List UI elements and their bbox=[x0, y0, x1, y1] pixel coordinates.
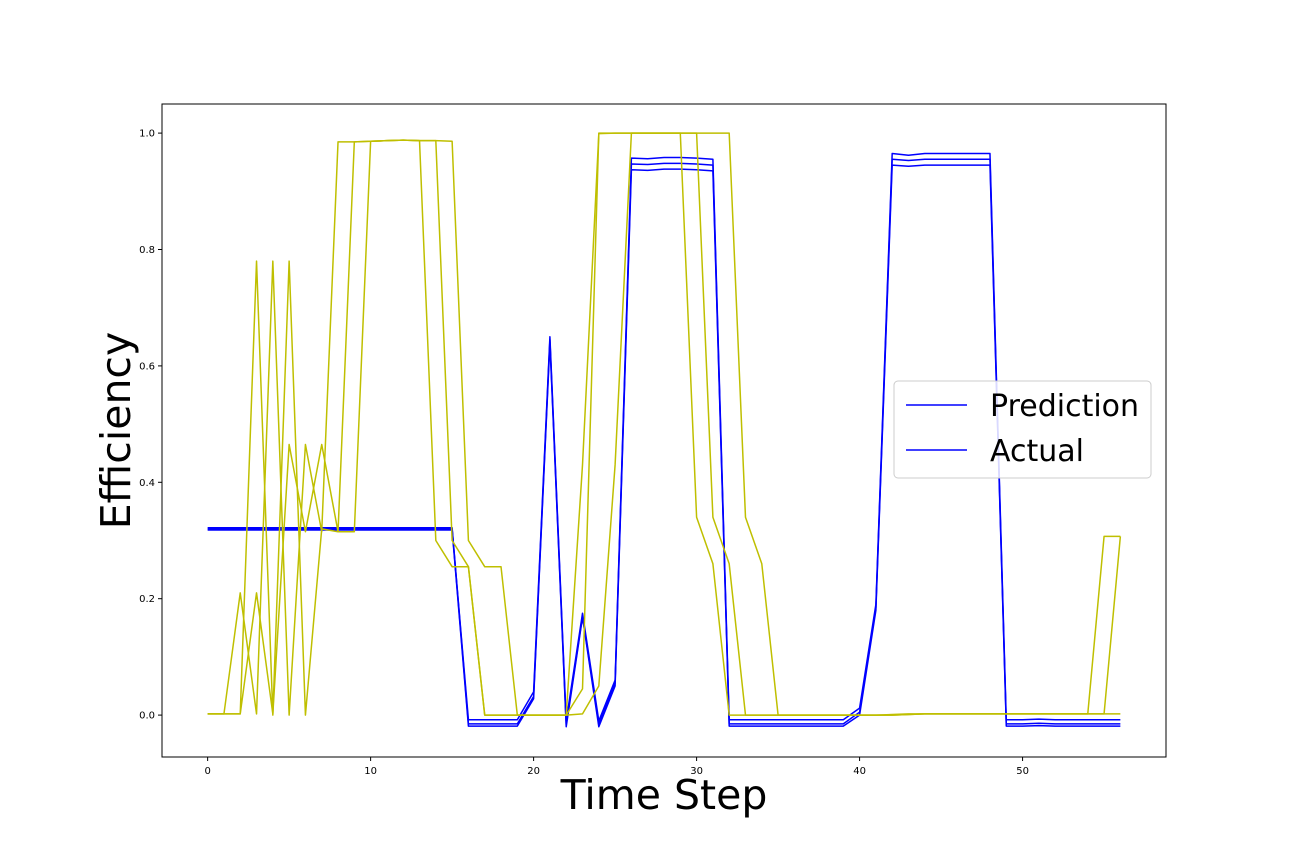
y-tick-label: 0.2 bbox=[139, 594, 155, 605]
x-tick-label: 20 bbox=[527, 766, 540, 777]
series-line-5 bbox=[207, 132, 1122, 716]
series-line-2 bbox=[207, 164, 1121, 728]
y-axis-label: Efficiency bbox=[92, 332, 140, 530]
series-layer bbox=[207, 132, 1122, 728]
x-tick-label: 0 bbox=[204, 766, 210, 777]
series-line-1 bbox=[207, 158, 1121, 726]
x-tick-label: 40 bbox=[853, 766, 866, 777]
x-axis-label: Time Step bbox=[560, 771, 768, 819]
x-tick-label: 10 bbox=[364, 766, 377, 777]
legend-label-actual: Actual bbox=[990, 434, 1084, 469]
plot-frame bbox=[161, 103, 1167, 758]
legend: Prediction Actual bbox=[893, 380, 1152, 479]
x-tick-label: 30 bbox=[690, 766, 703, 777]
y-tick-label: 1.0 bbox=[139, 129, 155, 140]
y-axis-ticks: 0.0 0.2 0.4 0.6 0.8 1.0 bbox=[139, 129, 162, 722]
y-tick-label: 0.8 bbox=[139, 245, 155, 256]
y-tick-label: 0.0 bbox=[139, 711, 155, 722]
y-tick-label: 0.6 bbox=[139, 361, 155, 372]
x-axis-ticks: 0 10 20 30 40 50 bbox=[204, 757, 1029, 777]
legend-label-prediction: Prediction bbox=[990, 389, 1139, 424]
y-tick-label: 0.4 bbox=[139, 478, 155, 489]
x-tick-label: 50 bbox=[1016, 766, 1029, 777]
series-line-0 bbox=[207, 152, 1121, 722]
